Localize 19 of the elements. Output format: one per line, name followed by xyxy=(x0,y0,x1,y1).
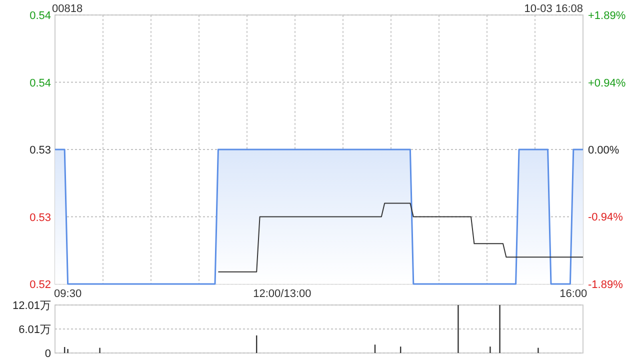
y-tick-label: 0.53 xyxy=(30,212,51,224)
y-tick-label: 0 xyxy=(44,348,51,360)
x-tick-label: 16:00 xyxy=(560,288,588,300)
y-tick-label: 0.53 xyxy=(30,144,51,156)
x-tick-label: 12:00/13:00 xyxy=(253,288,312,300)
y-tick-label: 0.54 xyxy=(30,77,51,90)
y-tick-label: 6.01万 xyxy=(18,324,51,336)
y2-tick-label: +0.94% xyxy=(588,78,626,90)
y-tick-label: 0.52 xyxy=(30,279,51,291)
y2-tick-label: -0.94% xyxy=(588,211,624,224)
annotation: 10-03 16:08 xyxy=(524,3,583,15)
y-tick-label: 0.54 xyxy=(30,10,51,22)
y2-tick-label: +1.89% xyxy=(588,10,626,22)
x-tick-label: 09:30 xyxy=(54,288,82,300)
line-series xyxy=(218,202,584,272)
y2-tick-label: 0.00% xyxy=(588,144,620,156)
y-tick-label: 12.01万 xyxy=(12,300,51,312)
y2-tick-label: -1.89% xyxy=(588,279,624,291)
chart-title: 00818 xyxy=(52,3,83,15)
